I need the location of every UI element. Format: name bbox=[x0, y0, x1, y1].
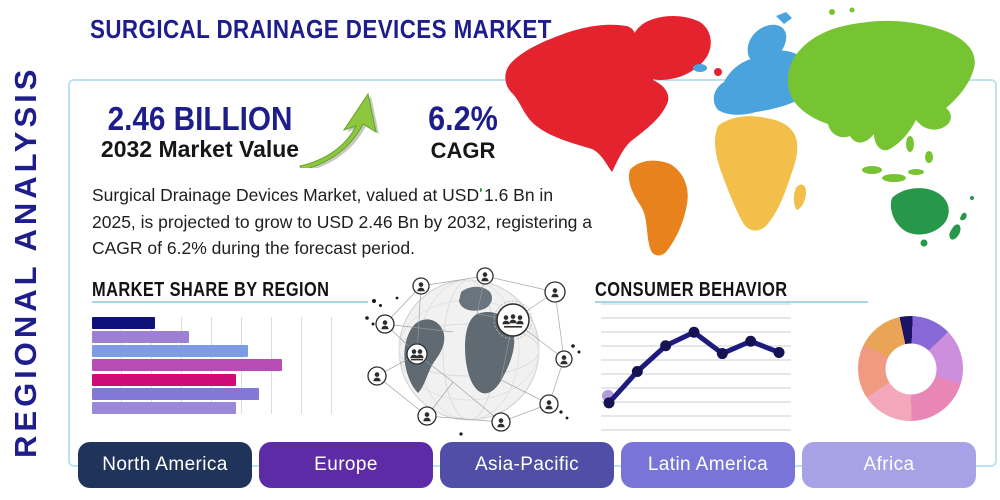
market-share-bar-chart bbox=[92, 317, 332, 414]
bar-segment bbox=[92, 345, 248, 358]
map-south-america bbox=[628, 160, 688, 256]
map-oceania bbox=[480, 188, 974, 247]
donut-hole bbox=[885, 343, 936, 394]
map-africa bbox=[715, 116, 806, 231]
market-value-label: 2032 Market Value bbox=[100, 136, 300, 162]
consumer-behavior-line-chart bbox=[601, 303, 791, 431]
region-button-africa[interactable]: Africa bbox=[802, 442, 976, 488]
market-value-stat: 2.46 BILLION bbox=[107, 100, 293, 137]
bar-segment bbox=[92, 359, 282, 372]
consumer-behavior-underline bbox=[595, 301, 868, 303]
region-button-latin-america[interactable]: Latin America bbox=[621, 442, 795, 488]
decor-dot bbox=[379, 304, 382, 307]
map-north-america bbox=[505, 16, 722, 172]
region-button-row: North America Europe Asia-Pacific Latin … bbox=[78, 442, 976, 488]
map-europe bbox=[693, 12, 808, 115]
bar-segment bbox=[92, 317, 155, 329]
consumer-behavior-heading: CONSUMER BEHAVIOR bbox=[595, 279, 788, 301]
page-title: SURGICAL DRAINAGE DEVICES MARKET bbox=[90, 14, 552, 44]
cagr-stat: 6.2% bbox=[428, 100, 498, 138]
region-button-asia-pacific[interactable]: Asia-Pacific bbox=[440, 442, 614, 488]
bar-segment bbox=[92, 331, 189, 344]
regional-analysis-label: REGIONAL ANALYSIS bbox=[8, 65, 43, 458]
market-share-underline bbox=[92, 301, 368, 303]
growth-arrow-icon bbox=[299, 92, 379, 168]
cagr-label: CAGR bbox=[430, 138, 496, 163]
market-summary-text: Surgical Drainage Devices Market, valued… bbox=[92, 185, 593, 259]
region-button-north-america[interactable]: North America bbox=[78, 442, 252, 488]
decor-dot bbox=[372, 299, 376, 303]
bar-segment bbox=[92, 373, 237, 386]
map-asia bbox=[787, 7, 975, 182]
donut-chart bbox=[858, 316, 963, 421]
bar-segment bbox=[92, 401, 237, 414]
globe-network-illustration bbox=[365, 267, 581, 436]
market-share-heading: MARKET SHARE BY REGION bbox=[92, 279, 330, 301]
bar-segment bbox=[92, 387, 260, 400]
world-map bbox=[480, 7, 975, 256]
region-button-europe[interactable]: Europe bbox=[259, 442, 433, 488]
